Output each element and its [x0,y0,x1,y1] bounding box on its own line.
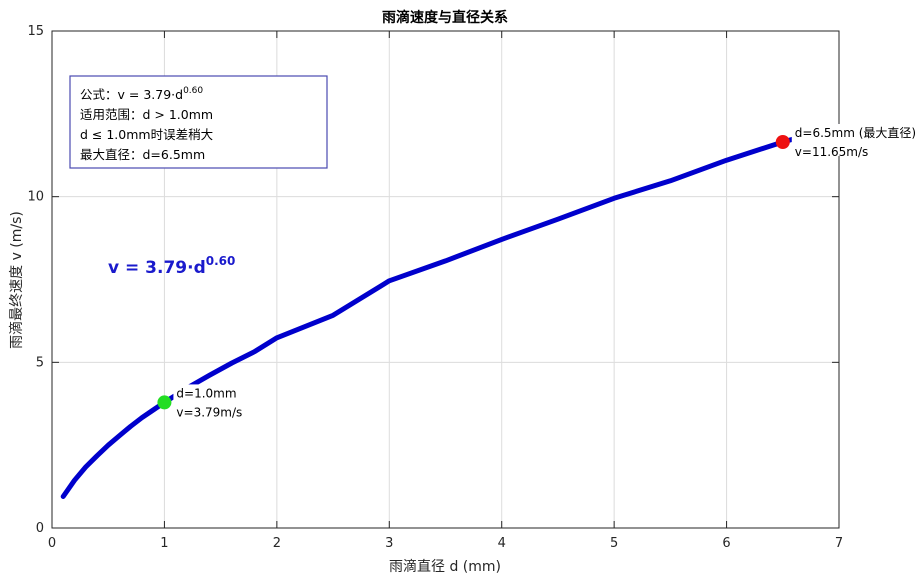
y-tick-label: 15 [27,24,44,39]
plot-frame [51,30,840,529]
x-axis-title: 雨滴直径 d (mm) [389,558,501,575]
series-line-0 [60,123,839,499]
formula-annotation: v = 3.79·d0.60 [108,254,235,278]
point-label-bg-0 [173,384,246,417]
x-tick-label: 6 [722,536,730,551]
x-tick-label: 1 [160,536,168,551]
info-box-line1: 公式：v = 3.79·d0.60 [80,86,203,102]
x-tick-label: 7 [835,536,843,551]
data-point-marker [157,395,172,410]
point-label-line2: v=3.79m/s [176,405,242,419]
x-tick-label: 0 [48,536,56,551]
y-tick-label: 5 [36,355,44,370]
y-axis-title: 雨滴最终速度 v (m/s) [8,211,25,349]
data-point-marker [775,134,790,149]
info-box: 公式：v = 3.79·d0.60 适用范围：d > 1.0mm d ≤ 1.0… [69,75,328,169]
formula-exponent: 0.60 [206,254,236,268]
point-label-line2: v=11.65m/s [795,145,869,159]
chart-title: 雨滴速度与直径关系 [382,9,508,26]
x-tick-label: 2 [273,536,281,551]
point-label-line1: d=1.0mm [176,386,236,400]
info-box-exponent: 0.60 [183,86,203,96]
points-layer: d=1.0mm v=3.79m/s d=6.5mm (最大直径) v=11.65m/s [157,123,916,419]
axis-ticks: 0 1 2 3 4 5 6 7 0 5 10 15 [27,24,843,551]
info-box-line3: d ≤ 1.0mm时误差稍大 [80,127,213,142]
x-tick-label: 3 [385,536,393,551]
point-label-line1: d=6.5mm (最大直径) [795,126,916,140]
x-tick-label: 5 [610,536,618,551]
y-tick-label: 0 [36,521,44,536]
point-label-bg-1 [791,123,872,156]
info-box-line2: 适用范围：d > 1.0mm [80,107,213,122]
info-box-frame [69,75,328,169]
series-layer [60,123,839,499]
y-tick-label: 10 [27,190,44,205]
info-box-line4: 最大直径：d=6.5mm [80,147,205,162]
x-tick-label: 4 [498,536,506,551]
